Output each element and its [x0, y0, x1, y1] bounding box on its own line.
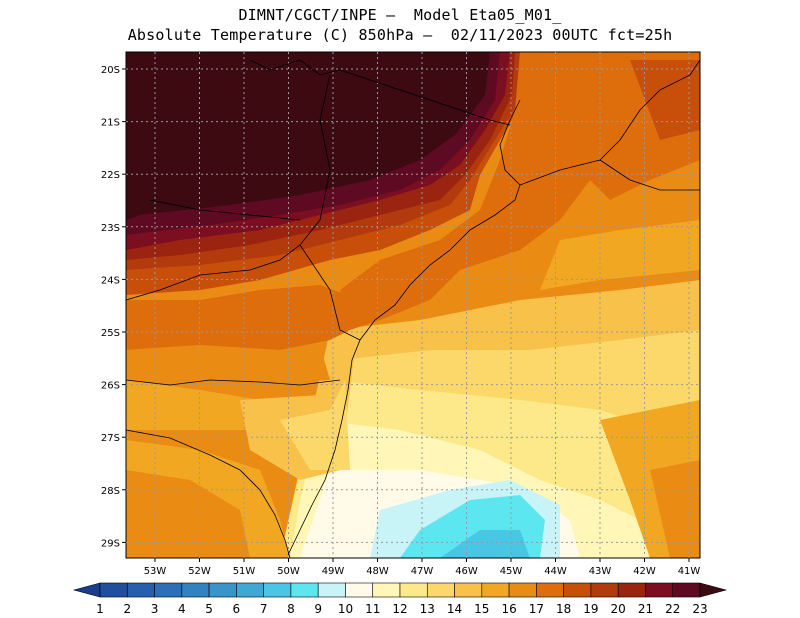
colorbar-swatch [154, 582, 183, 598]
colorbar-label: 16 [501, 602, 516, 616]
map-title-line-2: Absolute Temperature (C) 850hPa — 02/11/… [127, 26, 673, 44]
colorbar-label: 21 [638, 602, 653, 616]
latitude-labels: 20S 21S 22S 23S 24S 25S 26S 27S 28S 29S [101, 65, 126, 549]
colorbar-swatch [590, 582, 619, 598]
colorbar-label: 8 [287, 602, 295, 616]
colorbar-label: 23 [692, 602, 707, 616]
lat-label: 23S [101, 223, 120, 234]
colorbar-under-arrow [72, 582, 101, 598]
lat-label: 22S [101, 170, 120, 181]
colorbar-label: 4 [178, 602, 186, 616]
colorbar-swatch [508, 582, 537, 598]
lon-label: 47W [411, 566, 434, 577]
colorbar-label: 5 [205, 602, 213, 616]
map-frame [125, 51, 701, 559]
colorbar-swatch [99, 582, 128, 598]
lat-label: 28S [101, 486, 120, 497]
colorbar-label: 2 [123, 602, 131, 616]
lat-label: 25S [101, 328, 120, 339]
lon-label: 51W [233, 566, 256, 577]
lon-label: 52W [188, 566, 211, 577]
colorbar-swatch [208, 582, 237, 598]
colorbar-swatch [372, 582, 401, 598]
colorbar [72, 582, 728, 598]
lon-label: 46W [455, 566, 478, 577]
colorbar-swatch [345, 582, 374, 598]
colorbar-label: 22 [665, 602, 680, 616]
colorbar-label: 1 [96, 602, 104, 616]
colorbar-label: 11 [365, 602, 380, 616]
lon-label: 42W [633, 566, 656, 577]
colorbar-label: 12 [392, 602, 407, 616]
colorbar-label: 18 [556, 602, 571, 616]
colorbar-label: 9 [314, 602, 322, 616]
lat-lon-grid [126, 52, 700, 558]
colorbar-swatch [126, 582, 155, 598]
lon-label: 43W [589, 566, 612, 577]
colorbar-label: 19 [583, 602, 598, 616]
map-title-line-1: DIMNT/CGCT/INPE — Model Eta05_M01_ [238, 6, 562, 24]
colorbar-over-arrow [699, 582, 728, 598]
lon-label: 44W [544, 566, 567, 577]
lon-label: 45W [500, 566, 523, 577]
lon-label: 48W [366, 566, 389, 577]
colorbar-label: 17 [529, 602, 544, 616]
colorbar-swatch [563, 582, 592, 598]
colorbar-swatch [236, 582, 264, 598]
lat-label: 24S [101, 275, 120, 286]
coastline-borders [125, 59, 701, 559]
colorbar-swatch [399, 582, 428, 598]
lat-label: 20S [101, 65, 120, 76]
colorbar-label: 14 [447, 602, 462, 616]
colorbar-swatch [672, 582, 701, 598]
colorbar-swatch [454, 582, 483, 598]
lon-label: 41W [678, 566, 701, 577]
colorbar-label: 15 [474, 602, 489, 616]
colorbar-label: 20 [611, 602, 626, 616]
colorbar-swatch [645, 582, 674, 598]
lat-label: 29S [101, 538, 120, 549]
lat-label: 21S [101, 118, 120, 129]
colorbar-swatch [290, 582, 319, 598]
colorbar-label: 7 [260, 602, 268, 616]
colorbar-label: 13 [420, 602, 435, 616]
lon-label: 49W [322, 566, 345, 577]
colorbar-swatch [481, 582, 510, 598]
colorbar-swatch [426, 582, 455, 598]
lat-label: 26S [101, 381, 120, 392]
colorbar-label: 3 [151, 602, 159, 616]
lat-label: 27S [101, 433, 120, 444]
lon-label: 50W [277, 566, 300, 577]
temperature-field [126, 52, 700, 558]
longitude-labels: 53W 52W 51W 50W 49W 48W 47W 46W 45W 44W 43W 42W 41W [144, 558, 701, 577]
colorbar-swatch [617, 582, 646, 598]
colorbar-swatch [536, 582, 564, 598]
colorbar-swatch [317, 582, 346, 598]
lon-label: 53W [144, 566, 167, 577]
colorbar-labels: 1 2 3 4 5 6 7 8 9 10 11 12 13 14 15 16 17 18 19 20 21 22 23 [96, 602, 707, 616]
colorbar-swatch [181, 582, 210, 598]
colorbar-label: 10 [338, 602, 353, 616]
colorbar-swatch [263, 582, 292, 598]
colorbar-label: 6 [233, 602, 241, 616]
